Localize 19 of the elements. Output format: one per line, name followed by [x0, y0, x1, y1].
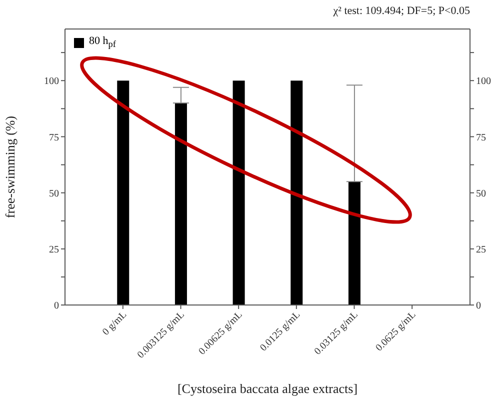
x-axis-title: [Cystoseira baccata algae extracts]: [177, 381, 358, 396]
y2-tick-label: 100: [476, 76, 491, 88]
bar: [348, 182, 360, 305]
y2-tick-label: 75: [476, 132, 486, 144]
y-axis-title: free-swimming (%): [2, 116, 18, 218]
y-tick-label: 75: [49, 132, 59, 144]
bar: [232, 80, 245, 305]
y2-tick-label: 0: [476, 300, 481, 312]
y-tick-label: 100: [44, 76, 59, 88]
bar: [117, 80, 130, 305]
y2-tick-label: 50: [476, 188, 486, 200]
text: χ² test: 109.494; DF=5; P<0.05: [333, 5, 470, 17]
y-tick-label: 25: [49, 244, 59, 256]
y-tick-label: 0: [54, 300, 59, 312]
bar: [290, 80, 303, 305]
legend-label: 80 h$_{pf}$: [89, 34, 116, 52]
bar: [174, 103, 187, 305]
y2-tick-label: 25: [476, 244, 486, 256]
y-tick-label: 50: [49, 188, 59, 200]
